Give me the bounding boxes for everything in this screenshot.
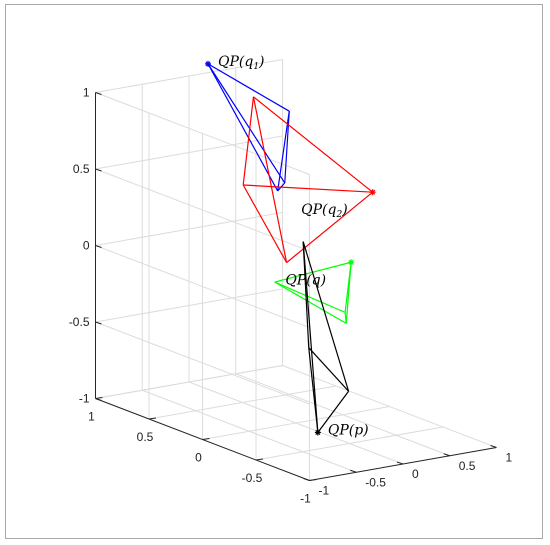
y-tick-label: 0 xyxy=(195,451,202,465)
annotation-label-2: QP(q) xyxy=(285,272,326,288)
grid-line xyxy=(142,389,357,473)
series-2-edge xyxy=(345,262,352,324)
z-tick-label: -0.5 xyxy=(69,315,90,329)
series-0-edge xyxy=(207,63,286,184)
series-0-edge xyxy=(277,111,290,192)
series-3-edge xyxy=(302,241,310,348)
series-2-marker xyxy=(348,259,354,265)
annotation-label-3: QP(p) xyxy=(328,422,369,438)
series-1-edge xyxy=(243,184,373,193)
y-tick-label: -0.5 xyxy=(242,471,263,485)
z-tick-label: 1 xyxy=(83,86,90,100)
z-tick-mark xyxy=(95,321,102,325)
z-tick-mark xyxy=(95,168,102,172)
z-tick-label: -1 xyxy=(79,392,90,406)
y-tick-label: -1 xyxy=(300,492,311,506)
x-tick-mark xyxy=(490,445,497,448)
grid-line xyxy=(95,245,310,328)
series-3-edge xyxy=(302,241,350,392)
x-tick-label: 1 xyxy=(506,451,513,465)
series-3-edge xyxy=(317,390,350,433)
series-1-marker xyxy=(370,189,376,195)
tick-labels: 1 0.5 0 -0.5 -1 1 0.5 0 -0.5 -1 1 0.5 0 -0.5 -1 xyxy=(69,86,513,506)
y-tick-mark xyxy=(202,438,210,440)
series-0-edge xyxy=(207,63,290,112)
series-0-marker xyxy=(205,61,211,67)
series-3-edge xyxy=(302,241,319,433)
x-tick-label: -0.5 xyxy=(365,475,386,489)
y-tick-mark xyxy=(95,397,103,399)
y-tick-label: 1 xyxy=(88,410,95,424)
series-1-edge xyxy=(242,96,255,186)
axes xyxy=(95,92,497,481)
y-tick-mark xyxy=(309,479,317,481)
y-tick-mark xyxy=(255,458,264,461)
z-tick-mark xyxy=(95,92,102,95)
grid-line xyxy=(202,406,390,440)
figure-frame xyxy=(5,4,543,539)
grid-line xyxy=(255,426,444,461)
x-tick-mark xyxy=(443,453,450,457)
series-1-edge xyxy=(253,96,374,193)
series-3-marker xyxy=(315,429,321,435)
x-tick-label: -1 xyxy=(319,484,330,498)
series-3-edge xyxy=(308,347,350,392)
series-1-edge xyxy=(286,191,374,264)
grid-line xyxy=(95,212,283,246)
y-tick-label: 0.5 xyxy=(137,430,154,444)
annotations: QP(q1) QP(q2) QP(q) QP(p) xyxy=(218,54,369,439)
series-2-edge xyxy=(344,312,347,324)
annotation-label-0: QP(q1) xyxy=(218,54,265,72)
series-0-edge xyxy=(284,111,290,183)
grid-line xyxy=(95,321,310,405)
series-2-edge xyxy=(274,281,346,313)
series-2-edge xyxy=(274,281,347,324)
grid-line xyxy=(95,288,283,323)
x-tick-label: 0.5 xyxy=(459,459,476,473)
series-0-edge xyxy=(207,63,279,192)
series-1-edge xyxy=(242,184,288,263)
z-tick-mark xyxy=(95,245,102,248)
x-tick-mark xyxy=(396,461,404,465)
grid-lines xyxy=(95,59,497,481)
x-tick-mark xyxy=(303,478,310,481)
x-tick-label: 0 xyxy=(412,467,419,481)
y-tick-mark xyxy=(148,417,157,420)
x-tick-mark xyxy=(350,469,357,473)
series-1-edge xyxy=(252,96,288,263)
z-tick-label: 0.5 xyxy=(73,162,90,176)
data-series xyxy=(204,60,376,436)
annotation-label-1: QP(q2) xyxy=(301,202,348,220)
series-3-edge xyxy=(308,347,319,433)
z-tick-label: 0 xyxy=(83,239,90,253)
